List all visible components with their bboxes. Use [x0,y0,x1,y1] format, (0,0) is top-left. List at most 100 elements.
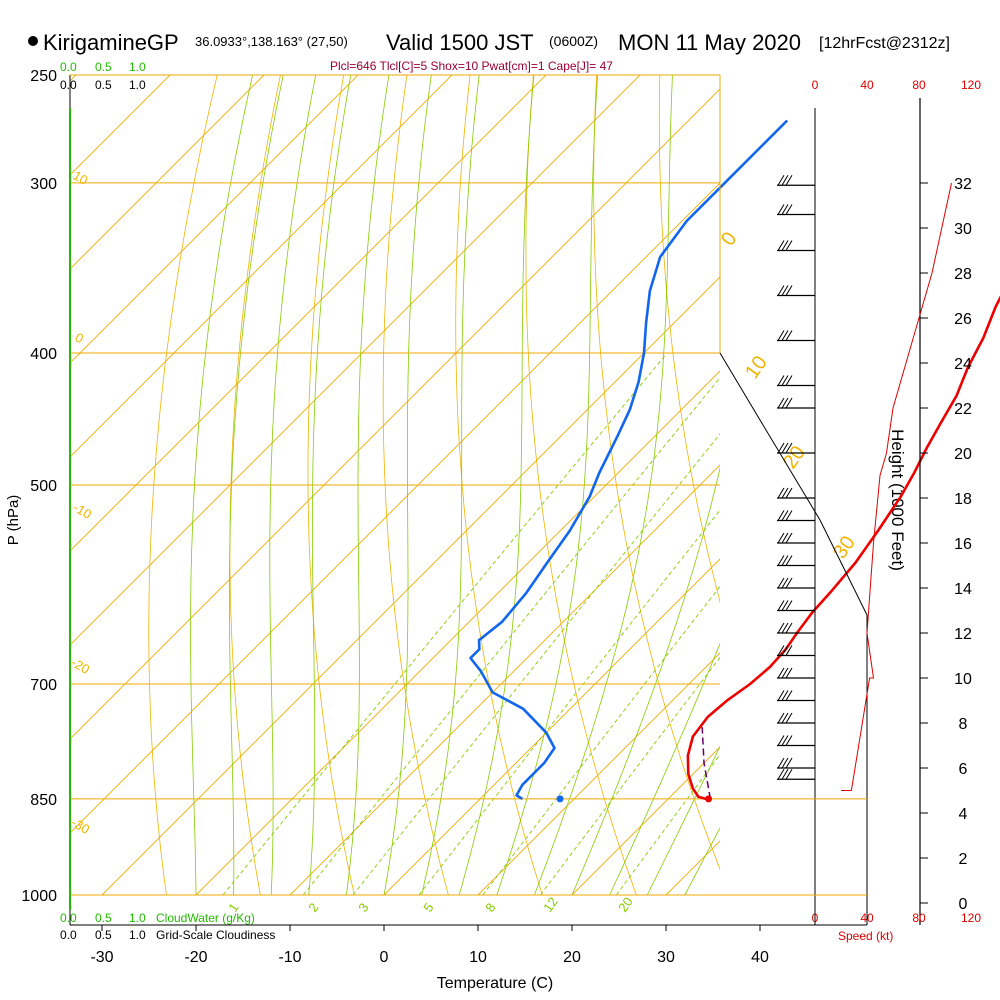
mixing-ratio-label: 8 [482,900,498,915]
moist-adiabat-line [609,642,720,896]
panel-boundary-line [719,352,868,616]
height-tick-label: 32 [954,176,972,193]
sounding-data [469,119,1000,803]
mixing-ratio-label: 5 [420,900,436,915]
cloud-scale: 0.0 0.5 1.0 0.0 0.5 1.0 0.0 0.5 1.0 Clou… [60,60,275,942]
pressure-tick-label: 400 [30,346,57,363]
wind-barb-feather [781,712,789,724]
wind-barb-feather [777,510,785,521]
wind-barb-icon [777,174,815,186]
wind-barb-feather [781,330,789,341]
wind-barb-feather [777,532,785,544]
wind-barb-feather [781,510,789,521]
wind-barb-feather [777,375,785,386]
wind-barb-feather [785,600,793,611]
wind-barb-icon [777,645,815,657]
height-tick-label: 8 [959,716,968,733]
wind-barb-feather [777,330,785,341]
wind-barb-feather [785,487,793,499]
wind-barb-feather [785,375,793,386]
height-tick-label: 18 [954,491,972,508]
temperature-line [686,295,1000,801]
speed-tick-bottom: 80 [912,911,926,925]
wind-barb-feather [777,397,785,409]
wind-barb-icon [777,768,815,780]
cloud-scale-bottom-green-1: 0.5 [95,911,112,925]
wind-barb-feather [781,240,789,251]
moist-adiabat-line [228,75,284,895]
speed-tick-top: 40 [860,78,874,92]
wind-barb-feather [785,397,793,409]
wind-barb-feather [785,510,793,521]
height-tick-label: 26 [954,311,972,328]
wind-barb-feather [777,667,785,679]
wind-barb-icon [777,757,815,769]
dry-adiabat-line [973,51,1000,895]
pressure-tick-label: 700 [30,677,57,694]
parcel-line [701,727,712,800]
wind-barb-icon [777,577,815,589]
cloud-scale-bottom-black-0: 0.0 [60,928,77,942]
wind-speed-axis-label: Speed (kt) [838,929,893,943]
isotherm-line [70,75,453,458]
height-tick-label: 20 [954,446,972,463]
header: KirigamineGP 36.0933°,138.163° (27,50) V… [28,30,950,73]
isotherm-line [70,88,720,740]
height-tick-label: 16 [954,536,972,553]
temperature-axis-label: Temperature (C) [437,975,553,992]
mixing-ratio-label: 3 [355,900,371,915]
wind-barb-feather [785,622,793,634]
clipped-background [70,51,1000,896]
cloud-scale-bottom-black-1: 0.5 [95,928,112,942]
wind-barb-feather [777,442,785,454]
wind-barb-icon [777,510,815,522]
wind-barb-icon [777,712,815,724]
wind-barb-feather [785,532,793,544]
dry-adiabat-line [525,75,637,896]
wind-barb-feather [781,735,789,746]
pressure-tick-label: 1000 [21,888,57,905]
mixing-ratio-label: 12 [540,894,561,914]
speed-tick-top: 0 [812,78,819,92]
moist-adiabat-line [383,75,432,896]
wind-barb-feather [781,757,789,769]
moist-adiabat-line [421,75,480,896]
temperature-tick-label: 0 [380,949,389,966]
wind-barb-feather [785,442,793,454]
cloudwater-label: CloudWater (g/Kg) [156,911,255,925]
mixing-ratio-line [222,352,668,896]
moist-adiabat-line [571,466,720,896]
mixing-ratio-line [352,433,720,896]
isotherm-line [477,652,720,896]
wind-barb-feather [785,768,793,780]
wind-barb-feather [781,622,789,634]
dry-adiabat-line [229,75,281,896]
mixing-ratio-line [482,585,720,896]
height-tick-label: 6 [959,761,968,778]
cloud-scale-top-green-1: 0.5 [95,60,112,74]
wind-barb-icon [777,375,815,387]
isotherm-line [383,558,720,896]
wind-barb-feather [777,645,785,656]
wind-barb-feather [781,667,789,679]
wind-barb-feather [777,690,785,701]
temperature-tick-label: 40 [751,949,769,966]
dry-adiabat-label: 10 [71,168,91,188]
wind-barb-feather [785,577,793,589]
surface-dewpoint-marker [556,795,564,803]
height-tick-label: 24 [954,356,972,373]
moist-adiabat-line [308,75,352,896]
dry-adiabat-label: -30 [69,815,93,837]
wind-barb-feather [781,600,789,611]
mixing-ratio-line [616,753,720,896]
cloud-scale-top-green-0: 0.0 [60,60,77,74]
wind-barb-feather [785,330,793,341]
wind-barb-feather [777,600,785,611]
wind-speed-profile [841,182,952,791]
wind-barb-feather [785,204,793,215]
isotherm-line [70,182,720,834]
dry-adiabat-label: -10 [71,500,95,522]
wind-barb-feather [785,555,793,566]
isotherm-line [665,840,720,896]
